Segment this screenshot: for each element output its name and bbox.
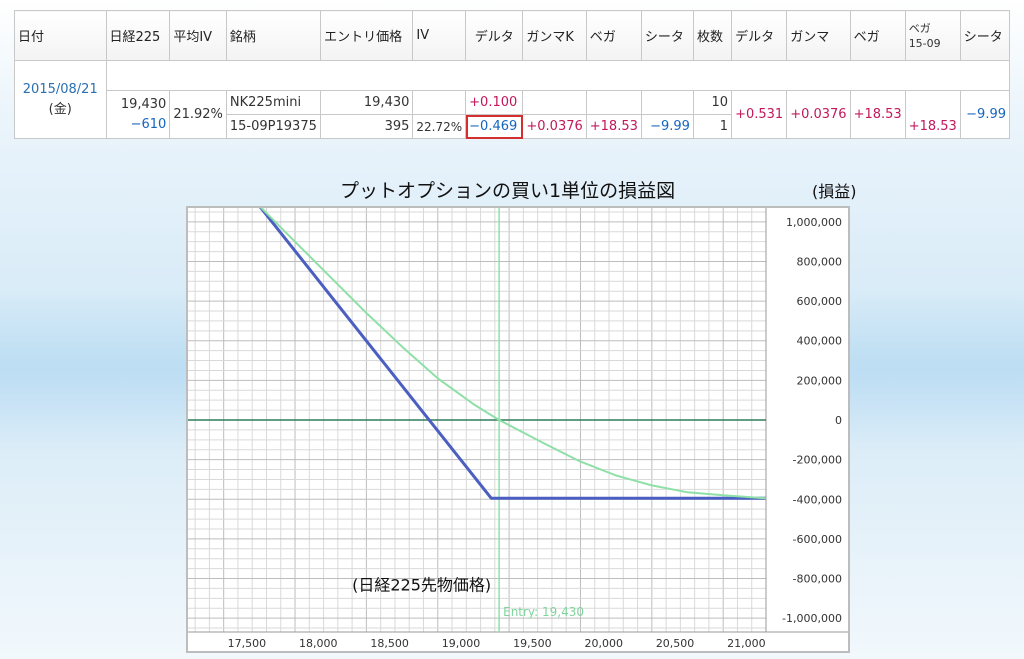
- entry-label: Entry: 19,430: [503, 605, 584, 619]
- table-spacer-row: 2015/08/21 (金): [14, 60, 1010, 139]
- y-tick-label: 400,000: [797, 335, 843, 348]
- chart-title: プットオプションの買い1単位の損益図: [340, 180, 676, 202]
- series-line-expiry: [259, 208, 766, 500]
- header-total-vega: ベガ: [849, 10, 906, 61]
- y-tick-label: -600,000: [793, 533, 842, 546]
- y-tick-label: -200,000: [793, 454, 842, 467]
- y-tick-label: -800,000: [793, 573, 842, 586]
- row1-delta: +0.100: [465, 90, 524, 115]
- y-tick-label: 200,000: [797, 374, 843, 387]
- y-tick-label: 800,000: [797, 255, 843, 268]
- x-tick-label: 20,000: [584, 637, 623, 650]
- total-gamma: +0.0376: [786, 90, 851, 139]
- row2-theta: −9.99: [640, 114, 694, 139]
- payoff-chart-svg: 1,000,000 800,000 600,000 400,000 200,000 0 -2…: [188, 208, 848, 650]
- table-row: 15-09P19375 395 22.72% −0.469 +0.0376 +1…: [15, 114, 1010, 139]
- header-iv: IV: [412, 10, 467, 61]
- header-vega-1509-sub: 15-09: [908, 36, 941, 50]
- row1-symbol: NK225mini: [225, 90, 322, 115]
- header-total-gamma: ガンマ: [786, 10, 851, 61]
- header-vega-1509: ベガ 15-09: [904, 10, 961, 61]
- header-total-theta: シータ: [959, 10, 1011, 61]
- y-tick-label: -400,000: [793, 493, 842, 506]
- x-tick-label: 19,000: [442, 637, 481, 650]
- header-nikkei: 日経225: [105, 10, 171, 61]
- row1-gamma-k: [522, 90, 587, 115]
- row2-gamma-k: +0.0376: [522, 114, 587, 139]
- table-row: 19,430 −610 21.92% NK225mini 19,430 +0.1…: [15, 90, 1011, 139]
- nikkei-price: 19,430: [120, 96, 167, 112]
- row2-delta: −0.469: [465, 114, 524, 139]
- y-tick-label: 600,000: [797, 295, 843, 308]
- x-tick-label: 18,000: [299, 637, 338, 650]
- y-tick-label: -1,000,000: [782, 612, 842, 625]
- avg-iv-value: 21.92%: [169, 90, 227, 139]
- row1-theta: [640, 90, 694, 115]
- positions-table: 日付 日経225 平均IV 銘柄 エントリ価格 IV デルタ ガンマK ベガ シ…: [14, 10, 1011, 139]
- header-entry-price: エントリ価格: [320, 10, 414, 61]
- row1-vega: [585, 90, 642, 115]
- header-theta: シータ: [640, 10, 694, 61]
- x-tick-label: 17,500: [228, 637, 267, 650]
- payoff-chart: 1,000,000 800,000 600,000 400,000 200,000 0 -2…: [186, 206, 850, 653]
- date-value: 2015/08/21: [22, 81, 98, 97]
- x-tick-label: 21,000: [727, 637, 766, 650]
- header-vega: ベガ: [585, 10, 642, 61]
- total-vega-1509: +18.53: [904, 90, 961, 139]
- nikkei-cell: 19,430 −610: [105, 90, 171, 139]
- header-total-delta: デルタ: [731, 10, 788, 61]
- nikkei-change: −610: [130, 116, 167, 132]
- weekday-value: (金): [48, 101, 72, 117]
- total-vega: +18.53: [849, 90, 906, 139]
- y-tick-label: 0: [835, 414, 842, 427]
- row1-iv: [412, 90, 467, 115]
- header-gamma-k: ガンマK: [522, 10, 587, 61]
- header-delta: デルタ: [465, 10, 524, 61]
- row2-iv: 22.72%: [412, 114, 467, 139]
- spacer-cell: [105, 60, 1010, 91]
- header-qty: 枚数: [692, 10, 733, 61]
- x-tick-label: 20,500: [656, 637, 695, 650]
- y-axis-label: (損益): [812, 182, 857, 201]
- header-avg-iv: 平均IV: [169, 10, 227, 61]
- x-axis-label: (日経225先物価格): [352, 575, 491, 594]
- series-line-current: [259, 208, 767, 500]
- row2-qty: 1: [692, 114, 733, 139]
- header-symbol: 銘柄: [225, 10, 322, 61]
- header-vega-1509-label: ベガ: [908, 21, 931, 35]
- row1-qty: 10: [692, 90, 733, 115]
- total-delta: +0.531: [731, 90, 788, 139]
- table-header-row: 日付 日経225 平均IV 銘柄 エントリ価格 IV デルタ ガンマK ベガ シ…: [14, 10, 1011, 61]
- row2-vega: +18.53: [585, 114, 642, 139]
- x-tick-label: 18,500: [370, 637, 409, 650]
- header-date: 日付: [14, 10, 107, 61]
- date-cell: 2015/08/21 (金): [14, 60, 107, 139]
- x-tick-label: 19,500: [513, 637, 552, 650]
- y-tick-label: 1,000,000: [786, 216, 842, 229]
- row1-entry: 19,430: [320, 90, 414, 115]
- row2-entry: 395: [320, 114, 414, 139]
- total-theta: −9.99: [959, 90, 1011, 139]
- row2-symbol: 15-09P19375: [225, 114, 322, 139]
